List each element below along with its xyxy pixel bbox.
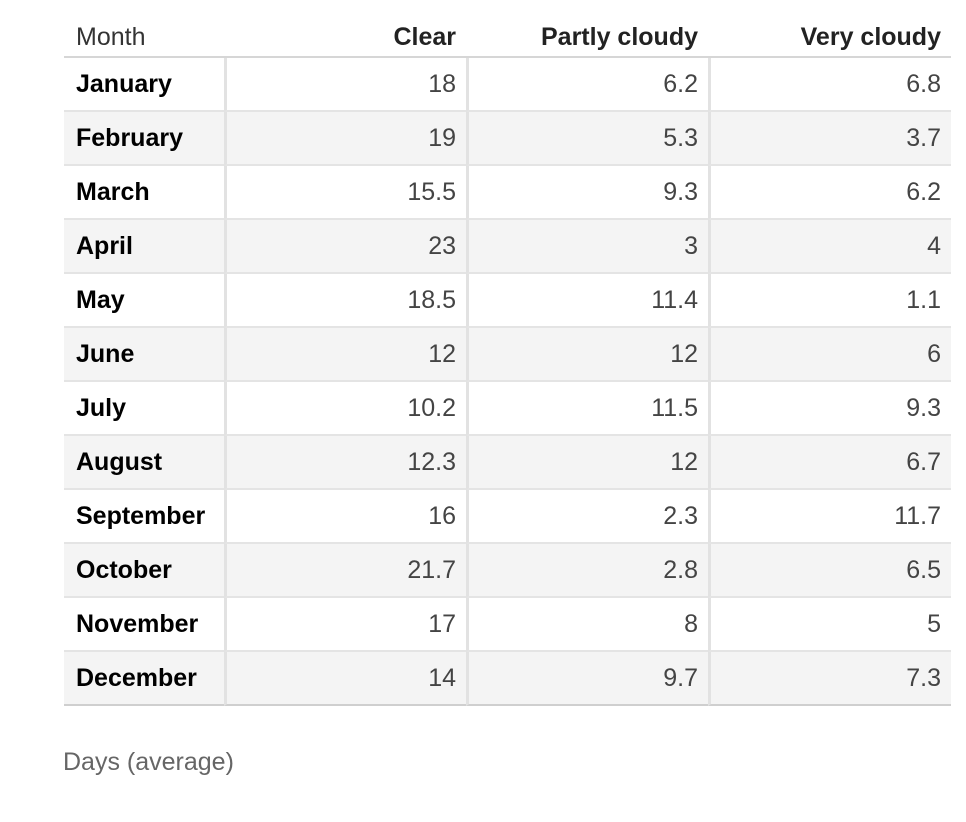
column-header-very-cloudy: Very cloudy xyxy=(708,8,951,58)
column-header-partly-cloudy: Partly cloudy xyxy=(466,8,708,58)
cell-partly-cloudy: 3 xyxy=(466,220,708,274)
table-row: August 12.3 12 6.7 xyxy=(64,436,951,490)
row-label-month: May xyxy=(64,274,224,328)
column-header-month: Month xyxy=(64,8,224,58)
row-label-month: July xyxy=(64,382,224,436)
row-label-month: March xyxy=(64,166,224,220)
table-caption: Days (average) xyxy=(63,748,234,776)
cell-clear: 18 xyxy=(224,58,466,112)
cell-partly-cloudy: 11.5 xyxy=(466,382,708,436)
table-row: April 23 3 4 xyxy=(64,220,951,274)
row-label-month: January xyxy=(64,58,224,112)
table-row: February 19 5.3 3.7 xyxy=(64,112,951,166)
cell-very-cloudy: 5 xyxy=(708,598,951,652)
table-row: December 14 9.7 7.3 xyxy=(64,652,951,706)
cell-clear: 12 xyxy=(224,328,466,382)
cell-partly-cloudy: 11.4 xyxy=(466,274,708,328)
cell-clear: 23 xyxy=(224,220,466,274)
cell-partly-cloudy: 5.3 xyxy=(466,112,708,166)
row-label-month: November xyxy=(64,598,224,652)
cell-very-cloudy: 6 xyxy=(708,328,951,382)
cell-partly-cloudy: 8 xyxy=(466,598,708,652)
cell-very-cloudy: 6.7 xyxy=(708,436,951,490)
cell-very-cloudy: 3.7 xyxy=(708,112,951,166)
cell-very-cloudy: 6.2 xyxy=(708,166,951,220)
table-row: January 18 6.2 6.8 xyxy=(64,58,951,112)
row-label-month: August xyxy=(64,436,224,490)
row-label-month: December xyxy=(64,652,224,706)
cell-very-cloudy: 6.8 xyxy=(708,58,951,112)
cell-partly-cloudy: 9.7 xyxy=(466,652,708,706)
cell-very-cloudy: 6.5 xyxy=(708,544,951,598)
table-row: November 17 8 5 xyxy=(64,598,951,652)
cell-very-cloudy: 1.1 xyxy=(708,274,951,328)
row-label-month: June xyxy=(64,328,224,382)
row-label-month: September xyxy=(64,490,224,544)
cell-clear: 18.5 xyxy=(224,274,466,328)
cell-partly-cloudy: 6.2 xyxy=(466,58,708,112)
cell-clear: 21.7 xyxy=(224,544,466,598)
cell-clear: 14 xyxy=(224,652,466,706)
cell-clear: 15.5 xyxy=(224,166,466,220)
table-row: June 12 12 6 xyxy=(64,328,951,382)
cell-very-cloudy: 4 xyxy=(708,220,951,274)
table-row: March 15.5 9.3 6.2 xyxy=(64,166,951,220)
column-header-clear: Clear xyxy=(224,8,466,58)
cell-clear: 10.2 xyxy=(224,382,466,436)
row-label-month: April xyxy=(64,220,224,274)
row-label-month: October xyxy=(64,544,224,598)
cell-partly-cloudy: 2.3 xyxy=(466,490,708,544)
table-row: September 16 2.3 11.7 xyxy=(64,490,951,544)
cell-partly-cloudy: 12 xyxy=(466,328,708,382)
weather-table: Month Clear Partly cloudy Very cloudy Ja… xyxy=(64,8,951,706)
table-row: October 21.7 2.8 6.5 xyxy=(64,544,951,598)
table-row: July 10.2 11.5 9.3 xyxy=(64,382,951,436)
cell-very-cloudy: 11.7 xyxy=(708,490,951,544)
cell-very-cloudy: 9.3 xyxy=(708,382,951,436)
cell-clear: 16 xyxy=(224,490,466,544)
cell-clear: 19 xyxy=(224,112,466,166)
cell-partly-cloudy: 9.3 xyxy=(466,166,708,220)
row-label-month: February xyxy=(64,112,224,166)
header-row: Month Clear Partly cloudy Very cloudy xyxy=(64,8,951,58)
cell-clear: 12.3 xyxy=(224,436,466,490)
cell-partly-cloudy: 2.8 xyxy=(466,544,708,598)
cell-partly-cloudy: 12 xyxy=(466,436,708,490)
cell-clear: 17 xyxy=(224,598,466,652)
cell-very-cloudy: 7.3 xyxy=(708,652,951,706)
table-row: May 18.5 11.4 1.1 xyxy=(64,274,951,328)
table-body: January 18 6.2 6.8 February 19 5.3 3.7 March 15.5… xyxy=(64,58,951,706)
